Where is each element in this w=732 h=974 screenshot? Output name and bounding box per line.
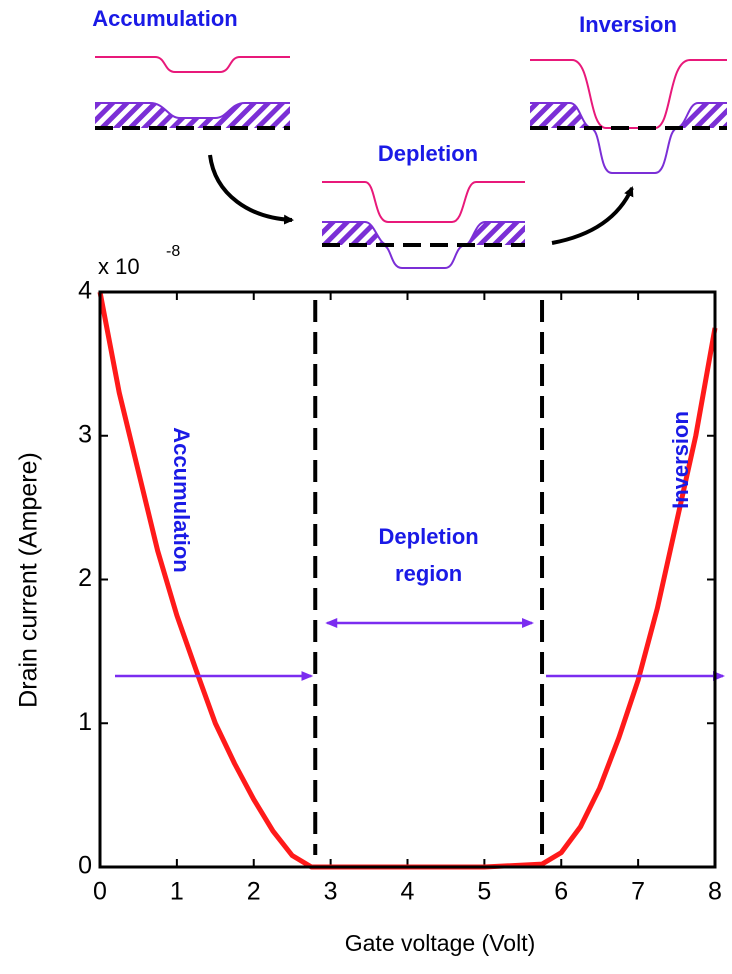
x-tick-label: 4 [401, 878, 415, 906]
region-label: Accumulation [169, 427, 194, 572]
region-label: region [395, 561, 462, 586]
diagram-title: Inversion [579, 12, 677, 37]
x-tick-label: 0 [93, 878, 107, 906]
y-axis-label: Drain current (Ampere) [15, 452, 43, 708]
y-tick-label: 2 [78, 564, 92, 592]
x-tick-label: 5 [477, 878, 491, 906]
x-tick-label: 8 [708, 878, 722, 906]
diagram-title: Accumulation [92, 6, 237, 31]
multiplier-base: x 10 [98, 254, 140, 279]
y-tick-label: 3 [78, 420, 92, 448]
x-tick-label: 7 [631, 878, 645, 906]
y-tick-label: 1 [78, 708, 92, 736]
chart: Accumulation Depletion Inversion x 10 -8… [0, 0, 732, 969]
x-axis-label: Gate voltage (Volt) [345, 930, 536, 956]
region-label: Inversion [668, 411, 693, 509]
x-tick-label: 6 [554, 878, 568, 906]
x-tick-label: 3 [324, 878, 338, 906]
band-diagrams: Accumulation Depletion Inversion [92, 6, 727, 268]
y-tick-label: 4 [78, 277, 92, 305]
y-tick-label: 0 [78, 852, 92, 880]
x-tick-label: 1 [170, 878, 184, 906]
multiplier-exponent: -8 [166, 243, 180, 260]
x-tick-label: 2 [247, 878, 261, 906]
diagram-title: Depletion [378, 141, 478, 166]
region-label: Depletion [379, 524, 479, 549]
